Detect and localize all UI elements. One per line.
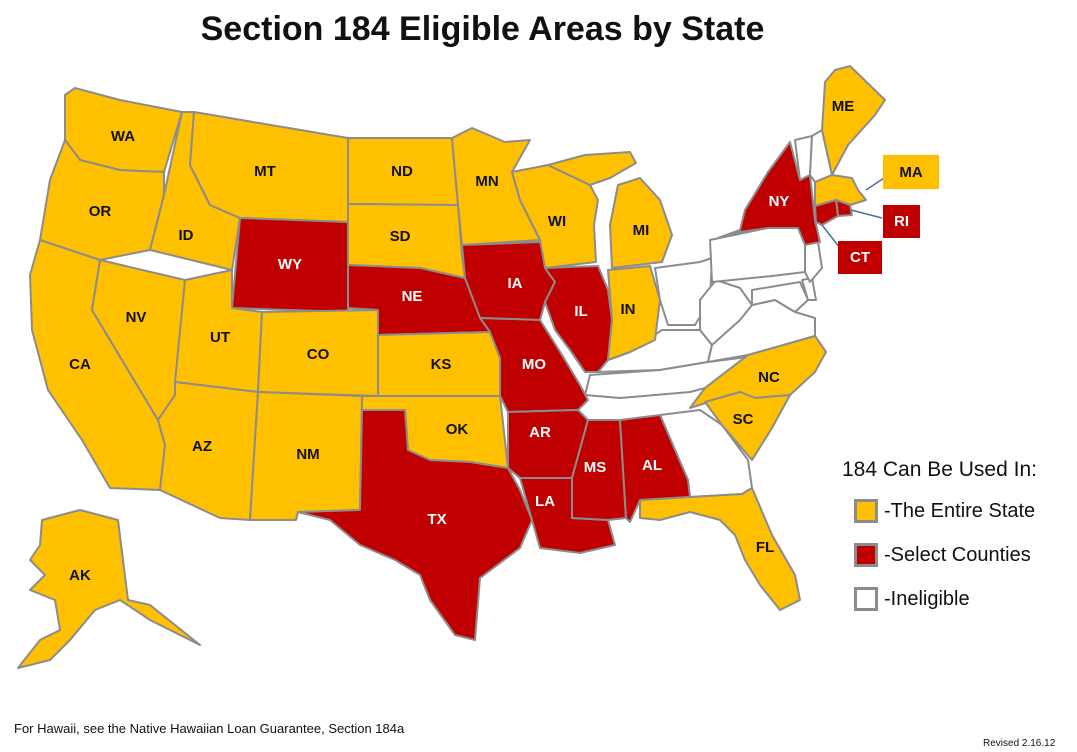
state-label-ok: OK — [446, 421, 469, 438]
state-label-nc: NC — [758, 369, 780, 386]
state-il[interactable] — [544, 265, 613, 373]
state-sc[interactable] — [704, 391, 791, 461]
legend-title: 184 Can Be Used In: — [842, 458, 1037, 481]
state-label-mi: MI — [633, 222, 650, 239]
state-label-ia: IA — [508, 275, 523, 292]
state-md[interactable] — [751, 281, 809, 313]
state-va[interactable] — [707, 299, 816, 363]
state-label-nd: ND — [391, 163, 413, 180]
state-label-or: OR — [89, 203, 112, 220]
revised-date: Revised 2.16.12 — [983, 738, 1056, 749]
legend-item-select: -Select Counties — [854, 540, 1037, 570]
state-label-ar: AR — [529, 424, 551, 441]
state-label-ak: AK — [69, 567, 91, 584]
state-label-ca: CA — [69, 356, 91, 373]
state-label-ut: UT — [210, 329, 230, 346]
state-in[interactable] — [607, 265, 661, 361]
state-label-nm: NM — [296, 446, 319, 463]
state-ny[interactable] — [717, 141, 821, 246]
state-label-fl: FL — [756, 539, 774, 556]
page-title: Section 184 Eligible Areas by State — [200, 10, 765, 48]
footnote: For Hawaii, see the Native Hawaiian Loan… — [14, 721, 405, 736]
legend-item-entire: -The Entire State — [854, 496, 1037, 526]
state-me[interactable] — [821, 65, 886, 176]
legend-label-entire: -The Entire State — [884, 499, 1036, 522]
state-label-ne: NE — [402, 288, 423, 305]
state-label-wy: WY — [278, 256, 302, 273]
state-label-sd: SD — [390, 228, 411, 245]
state-label-mo: MO — [522, 356, 546, 373]
state-label-ms: MS — [584, 459, 607, 476]
state-label-wa: WA — [111, 128, 135, 145]
state-label-tx: TX — [427, 511, 446, 528]
callout-ri[interactable]: RI — [883, 205, 920, 238]
legend-swatch-ineligible — [854, 587, 878, 611]
state-label-mt: MT — [254, 163, 276, 180]
state-label-il: IL — [574, 303, 587, 320]
state-label-nv: NV — [126, 309, 147, 326]
eligible-states — [17, 65, 886, 669]
legend-label-ineligible: -Ineligible — [884, 587, 970, 610]
legend-item-ineligible: -Ineligible — [854, 584, 1037, 614]
state-label-ny: NY — [769, 193, 790, 210]
state-ct[interactable] — [814, 199, 839, 226]
callout-ct[interactable]: CT — [838, 241, 882, 274]
callout-ma[interactable]: MA — [883, 155, 939, 189]
state-label-wi: WI — [548, 213, 566, 230]
state-label-in: IN — [621, 301, 636, 318]
state-label-mn: MN — [475, 173, 498, 190]
state-labels: WA OR CA ID NV MT WY UT AZ CO NM ND SD N… — [69, 98, 854, 584]
state-ak[interactable] — [17, 509, 201, 669]
state-upper-mi[interactable] — [547, 151, 637, 186]
state-fl[interactable] — [639, 487, 801, 611]
state-label-la: LA — [535, 493, 555, 510]
state-nj[interactable] — [804, 241, 823, 283]
state-label-al: AL — [642, 457, 662, 474]
state-tx[interactable] — [297, 409, 533, 641]
state-label-me: ME — [832, 98, 855, 115]
legend-swatch-select — [854, 543, 878, 567]
legend-swatch-entire — [854, 499, 878, 523]
ineligible-states — [584, 129, 833, 498]
state-label-co: CO — [307, 346, 330, 363]
state-label-ks: KS — [431, 356, 452, 373]
state-label-az: AZ — [192, 438, 212, 455]
state-label-id: ID — [179, 227, 194, 244]
state-mi[interactable] — [609, 177, 673, 269]
legend-label-select: -Select Counties — [884, 543, 1031, 566]
legend: 184 Can Be Used In: -The Entire State -S… — [842, 458, 1037, 628]
state-label-sc: SC — [733, 411, 754, 428]
